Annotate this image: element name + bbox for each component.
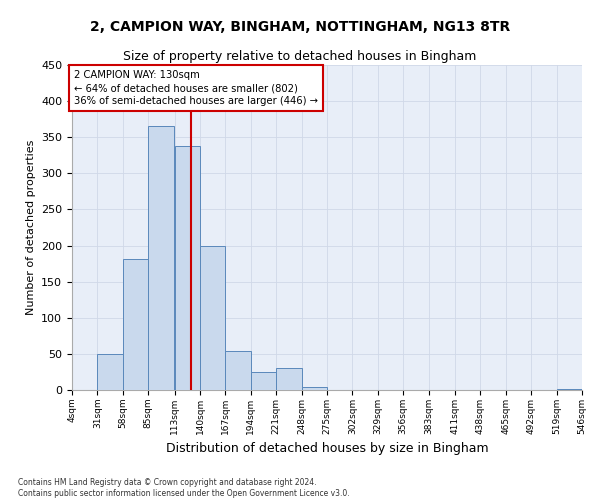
Y-axis label: Number of detached properties: Number of detached properties <box>26 140 35 315</box>
Text: 2, CAMPION WAY, BINGHAM, NOTTINGHAM, NG13 8TR: 2, CAMPION WAY, BINGHAM, NOTTINGHAM, NG1… <box>90 20 510 34</box>
Bar <box>251 372 276 390</box>
Text: Contains HM Land Registry data © Crown copyright and database right 2024.
Contai: Contains HM Land Registry data © Crown c… <box>18 478 350 498</box>
Bar <box>276 368 302 390</box>
X-axis label: Distribution of detached houses by size in Bingham: Distribution of detached houses by size … <box>166 442 488 456</box>
Bar <box>123 260 148 390</box>
Bar <box>200 246 226 390</box>
Bar <box>148 126 173 390</box>
Bar <box>175 146 200 390</box>
Bar <box>97 354 123 390</box>
Text: Size of property relative to detached houses in Bingham: Size of property relative to detached ho… <box>124 50 476 63</box>
Bar <box>226 351 251 390</box>
Bar <box>302 387 327 390</box>
Text: 2 CAMPION WAY: 130sqm
← 64% of detached houses are smaller (802)
36% of semi-det: 2 CAMPION WAY: 130sqm ← 64% of detached … <box>74 70 318 106</box>
